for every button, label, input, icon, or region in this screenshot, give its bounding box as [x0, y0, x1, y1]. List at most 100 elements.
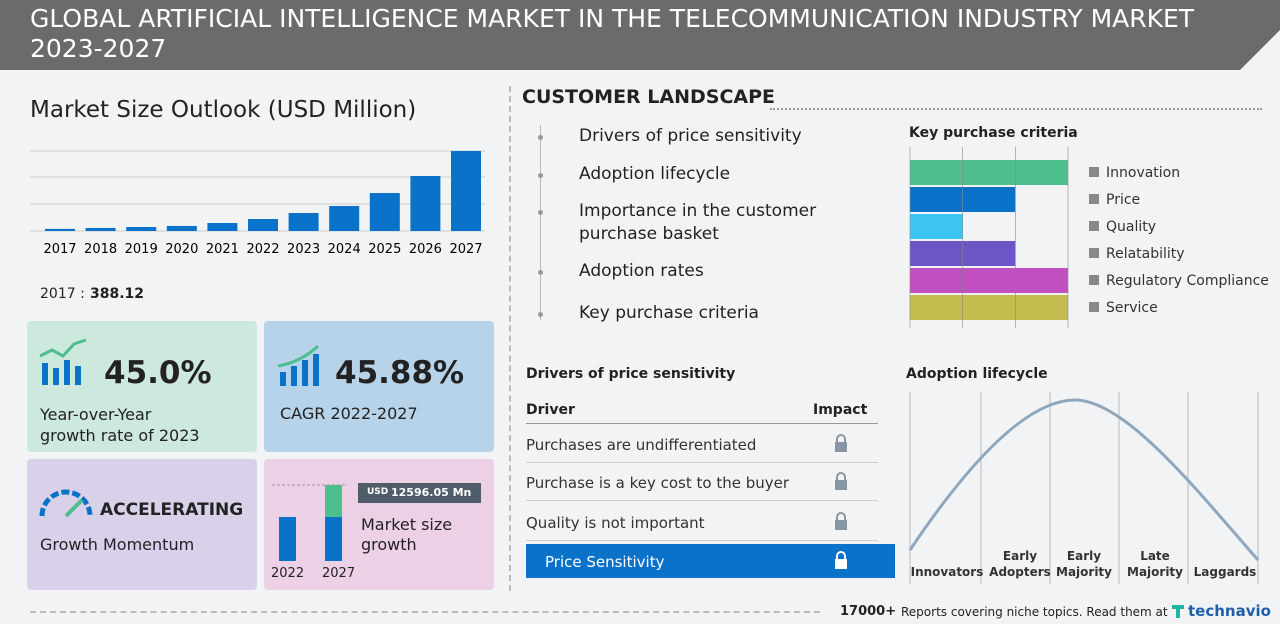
- list-item: Importance in the customer purchase bask…: [579, 201, 817, 244]
- list-item: Adoption lifecycle: [579, 164, 731, 184]
- bar: [85, 227, 116, 231]
- rule: [526, 423, 878, 424]
- footer-brand: technavio: [1188, 602, 1271, 620]
- lifecycle-chart: [908, 392, 1260, 584]
- stage-label: Majority: [1056, 565, 1112, 579]
- divider: [509, 86, 511, 591]
- bar: [45, 228, 75, 231]
- icon: [277, 344, 320, 386]
- x-tick-label: 2017: [43, 242, 76, 257]
- momentum-card: [27, 459, 257, 590]
- icon: [39, 489, 93, 518]
- section-title: Market Size Outlook (USD Million): [30, 97, 417, 123]
- legend-label: Price: [1106, 192, 1140, 208]
- rule: [526, 462, 878, 463]
- list-dot: [538, 312, 543, 317]
- base-value: 388.12: [90, 286, 145, 302]
- list-item: Drivers of price sensitivity: [579, 126, 802, 146]
- legend-icon: [1089, 248, 1099, 258]
- bar-chart: 2017 2018 2019 2020 2021 2022 2023 2024 2025 2026…: [30, 150, 485, 257]
- kpi-value: 45.88%: [335, 355, 465, 391]
- stage-label: Early: [1002, 549, 1038, 563]
- growth-card: [264, 459, 494, 590]
- lock: [835, 434, 847, 452]
- legend-label: Quality: [1106, 219, 1156, 235]
- bar: [248, 219, 278, 231]
- legend-icon: [1089, 221, 1099, 231]
- lock: [835, 472, 847, 490]
- legend-icon: [1089, 194, 1099, 204]
- chart-title: Key purchase criteria: [909, 125, 1078, 141]
- table-cell: Quality is not important: [526, 514, 705, 532]
- table-title: Drivers of price sensitivity: [526, 366, 736, 382]
- list-item: Key purchase criteria: [579, 303, 759, 323]
- table-cell: Purchases are undifferentiated: [526, 436, 757, 454]
- rule: [30, 611, 820, 613]
- kpi-value: 45.0%: [104, 355, 212, 391]
- momentum-label: Growth Momentum: [40, 535, 195, 554]
- rule: [526, 500, 878, 501]
- growth-year: 2022: [271, 566, 305, 581]
- kpi-card: [264, 321, 494, 452]
- x-tick-label: 2018: [84, 242, 117, 257]
- momentum-value: ACCELERATING: [100, 500, 244, 520]
- x-tick-label: 2022: [246, 242, 279, 257]
- list-dot: [538, 173, 543, 178]
- stage-label: Early: [1066, 549, 1102, 563]
- x-tick-label: 2021: [206, 242, 239, 257]
- icon: [39, 338, 87, 385]
- bar: [910, 295, 1068, 320]
- legend-icon: [1089, 167, 1099, 177]
- kpi-card: [27, 321, 257, 452]
- table-cell: Purchase is a key cost to the buyer: [526, 474, 790, 492]
- x-tick-label: 2024: [328, 242, 361, 257]
- stage-label: Innovators: [910, 565, 984, 579]
- bar: [451, 151, 481, 231]
- legend-label: Innovation: [1106, 165, 1180, 181]
- title: GLOBAL ARTIFICIAL INTELLIGENCE MARKET IN…: [30, 4, 1195, 63]
- table-cell: Price Sensitivity: [545, 553, 665, 571]
- growth-value: 12596.05 Mn: [391, 486, 472, 499]
- lock-icon: [833, 511, 849, 535]
- x-tick-label: 2025: [368, 242, 401, 257]
- table-header: Driver: [526, 402, 575, 418]
- stage-label: Majority: [1127, 565, 1183, 579]
- stage-label: Late: [1140, 549, 1170, 563]
- logo: [1172, 605, 1184, 618]
- bar: [410, 176, 441, 231]
- bar: [126, 227, 157, 231]
- x-tick-label: 2020: [165, 242, 198, 257]
- chart-title: Adoption lifecycle: [906, 366, 1048, 382]
- legend-icon: [1089, 302, 1099, 312]
- header-bg: [0, 0, 1280, 70]
- legend-label: Regulatory Compliance: [1106, 273, 1269, 289]
- lock: [835, 512, 847, 530]
- icon: [272, 484, 345, 561]
- bar: [910, 214, 963, 239]
- kpi-label: CAGR 2022-2027: [280, 404, 418, 423]
- x-tick-label: 2023: [287, 242, 320, 257]
- kpi-label: Year-over-Year growth rate of 2023: [40, 405, 200, 445]
- list-line: [540, 125, 541, 320]
- growth-year: 2027: [322, 566, 356, 581]
- base-label: 2017 :: [40, 286, 85, 302]
- stage-label: Laggards: [1193, 565, 1257, 579]
- lock-icon: [833, 471, 849, 495]
- lock: [835, 551, 847, 569]
- bar: [910, 268, 1068, 293]
- section-title: CUSTOMER LANDSCAPE: [522, 86, 776, 108]
- growth-currency: USD: [367, 487, 389, 497]
- bar: [910, 160, 1068, 185]
- bar: [369, 193, 400, 231]
- bar-chart: Innovation Price Quality Relatability Regula…: [909, 147, 1269, 328]
- rule: [526, 540, 878, 541]
- x-tick-label: 2026: [409, 242, 442, 257]
- list-item: Adoption rates: [579, 261, 704, 281]
- growth-label: Market size growth: [361, 515, 453, 554]
- list-dot: [538, 135, 543, 140]
- growth-tag: [358, 483, 481, 503]
- bar: [288, 213, 319, 231]
- bar: [329, 205, 360, 231]
- highlight-row: [526, 544, 895, 578]
